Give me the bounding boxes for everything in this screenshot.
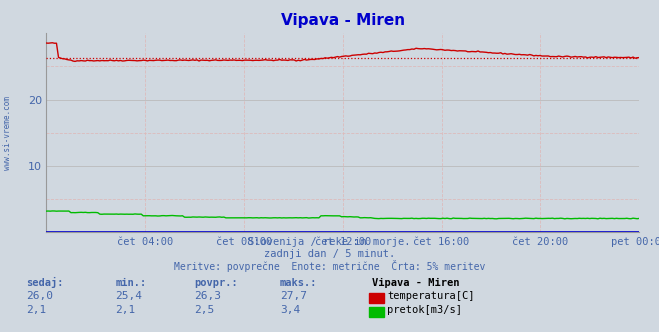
Text: 3,4: 3,4 xyxy=(280,305,301,315)
Text: Meritve: povprečne  Enote: metrične  Črta: 5% meritev: Meritve: povprečne Enote: metrične Črta:… xyxy=(174,260,485,272)
Text: 26,0: 26,0 xyxy=(26,291,53,301)
Text: sedaj:: sedaj: xyxy=(26,277,64,288)
Text: min.:: min.: xyxy=(115,278,146,288)
Text: 25,4: 25,4 xyxy=(115,291,142,301)
Text: zadnji dan / 5 minut.: zadnji dan / 5 minut. xyxy=(264,249,395,259)
Text: povpr.:: povpr.: xyxy=(194,278,238,288)
Text: maks.:: maks.: xyxy=(280,278,318,288)
Text: 26,3: 26,3 xyxy=(194,291,221,301)
Text: 2,5: 2,5 xyxy=(194,305,215,315)
Text: Vipava - Miren: Vipava - Miren xyxy=(372,278,460,288)
Title: Vipava - Miren: Vipava - Miren xyxy=(281,13,405,28)
Text: 2,1: 2,1 xyxy=(115,305,136,315)
Text: temperatura[C]: temperatura[C] xyxy=(387,291,475,301)
Text: 2,1: 2,1 xyxy=(26,305,47,315)
Text: pretok[m3/s]: pretok[m3/s] xyxy=(387,305,463,315)
Text: www.si-vreme.com: www.si-vreme.com xyxy=(3,96,13,170)
Text: 27,7: 27,7 xyxy=(280,291,307,301)
Text: Slovenija / reke in morje.: Slovenija / reke in morje. xyxy=(248,237,411,247)
